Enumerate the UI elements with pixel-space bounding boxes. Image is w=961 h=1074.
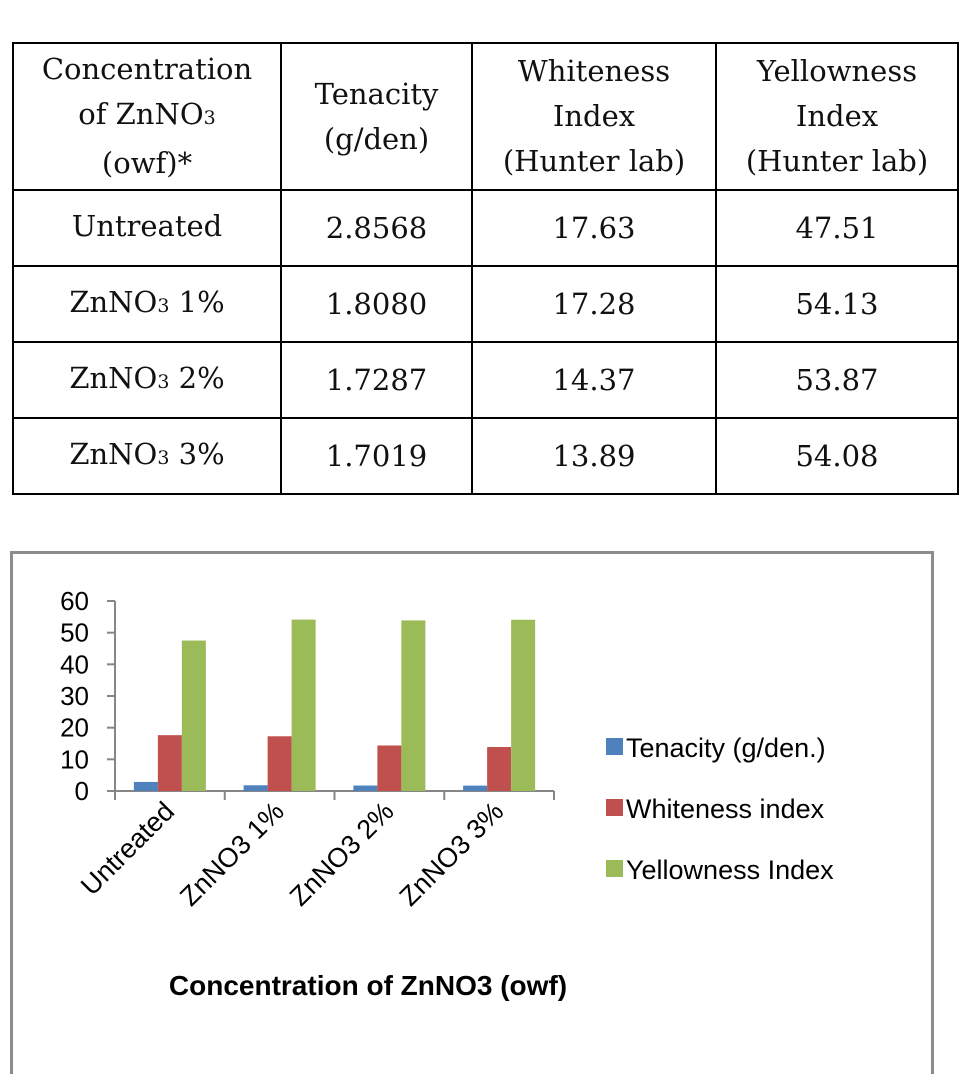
legend-label: Yellowness Index	[626, 855, 834, 885]
row-label-text: ZnNO	[69, 284, 158, 319]
bar	[401, 620, 426, 791]
header-line: (g/den)	[323, 121, 430, 156]
header-line: Tenacity	[314, 76, 439, 111]
header-whiteness: Whiteness Index (Hunter lab)	[471, 42, 717, 191]
y-tick-label: 60	[60, 586, 89, 616]
x-axis-title: Concentration of ZnNO3 (owf)	[169, 970, 567, 1001]
row-label: ZnNO3 2%	[12, 341, 282, 419]
chart-area: 0 10 20 30 40 50 60 Untreated ZnNO3 1% ZnNO3 2% Zn…	[10, 551, 934, 1074]
row-label-text: ZnNO	[69, 360, 158, 395]
row-label-text: ZnNO	[69, 436, 158, 471]
bar	[157, 735, 182, 791]
row-label-suffix: 1%	[169, 284, 225, 319]
legend-label: Tenacity (g/den.)	[626, 733, 826, 763]
y-tick-label: 30	[60, 681, 89, 711]
table-row: Untreated 2.8568 17.63 47.51	[12, 189, 959, 267]
header-line: (owf)*	[101, 146, 193, 180]
legend-swatch	[606, 738, 623, 755]
header-line: Whiteness	[517, 54, 671, 88]
yellowness-cell: 54.13	[715, 265, 959, 343]
legend-label: Whiteness index	[626, 794, 825, 824]
bar	[243, 785, 268, 791]
whiteness-cell: 17.28	[471, 265, 717, 343]
x-category-label: ZnNO3 1%	[174, 796, 290, 912]
bar	[181, 640, 206, 791]
y-tick-label: 20	[60, 713, 89, 743]
row-label: Untreated	[12, 189, 282, 267]
bar	[377, 745, 402, 791]
bar	[267, 736, 292, 791]
header-line: Concentration	[41, 52, 253, 86]
subscript: 3	[157, 294, 170, 317]
table-header-row: Concentration of ZnNO3 (owf)* Tenacity (…	[12, 42, 959, 191]
tenacity-cell: 1.7287	[280, 341, 473, 419]
row-label-suffix: 3%	[169, 436, 225, 471]
table-row: ZnNO3 1% 1.8080 17.28 54.13	[12, 265, 959, 343]
whiteness-cell: 13.89	[471, 417, 717, 495]
row-label: ZnNO3 1%	[12, 265, 282, 343]
bar	[487, 747, 512, 791]
table-row: ZnNO3 2% 1.7287 14.37 53.87	[12, 341, 959, 419]
subscript: 3	[157, 370, 170, 393]
legend-swatch	[606, 799, 623, 816]
yellowness-cell: 53.87	[715, 341, 959, 419]
header-line: (Hunter lab)	[745, 144, 929, 178]
tenacity-cell: 2.8568	[280, 189, 473, 267]
header-line: of ZnNO3	[18, 92, 276, 141]
subscript: 3	[203, 107, 216, 129]
y-tick-label: 40	[60, 649, 89, 679]
header-line: Yellowness	[756, 54, 918, 88]
bar	[511, 619, 536, 791]
header-line: Index	[795, 99, 879, 133]
row-label: ZnNO3 3%	[12, 417, 282, 495]
header-tenacity: Tenacity (g/den)	[280, 42, 473, 191]
header-text: of ZnNO	[78, 97, 204, 131]
bar	[463, 785, 488, 791]
y-tick-label: 50	[60, 618, 89, 648]
subscript: 3	[157, 446, 170, 469]
x-category-label: ZnNO3 2%	[284, 796, 400, 912]
whiteness-cell: 17.63	[471, 189, 717, 267]
tenacity-cell: 1.8080	[280, 265, 473, 343]
table-row: ZnNO3 3% 1.7019 13.89 54.08	[12, 417, 959, 495]
x-category-label: Untreated	[75, 796, 180, 901]
row-label-text: Untreated	[71, 208, 223, 243]
bar	[353, 785, 378, 791]
legend-swatch	[606, 860, 623, 877]
x-category-label: ZnNO3 3%	[394, 796, 510, 912]
header-line: Index	[552, 99, 636, 133]
header-line: (Hunter lab)	[502, 144, 686, 178]
results-table: Concentration of ZnNO3 (owf)* Tenacity (…	[12, 42, 959, 495]
row-label-suffix: 2%	[169, 360, 225, 395]
yellowness-cell: 47.51	[715, 189, 959, 267]
yellowness-cell: 54.08	[715, 417, 959, 495]
y-tick-label: 10	[60, 744, 89, 774]
y-tick-label: 0	[75, 776, 89, 806]
whiteness-cell: 14.37	[471, 341, 717, 419]
tenacity-cell: 1.7019	[280, 417, 473, 495]
bar	[133, 781, 158, 791]
bar	[291, 619, 316, 791]
header-yellowness: Yellowness Index (Hunter lab)	[715, 42, 959, 191]
header-concentration: Concentration of ZnNO3 (owf)*	[12, 42, 282, 191]
